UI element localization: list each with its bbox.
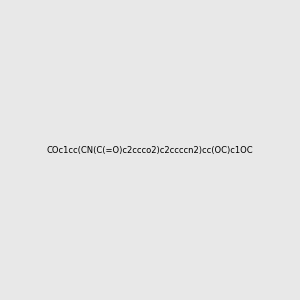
Text: COc1cc(CN(C(=O)c2ccco2)c2ccccn2)cc(OC)c1OC: COc1cc(CN(C(=O)c2ccco2)c2ccccn2)cc(OC)c1…	[47, 146, 253, 154]
